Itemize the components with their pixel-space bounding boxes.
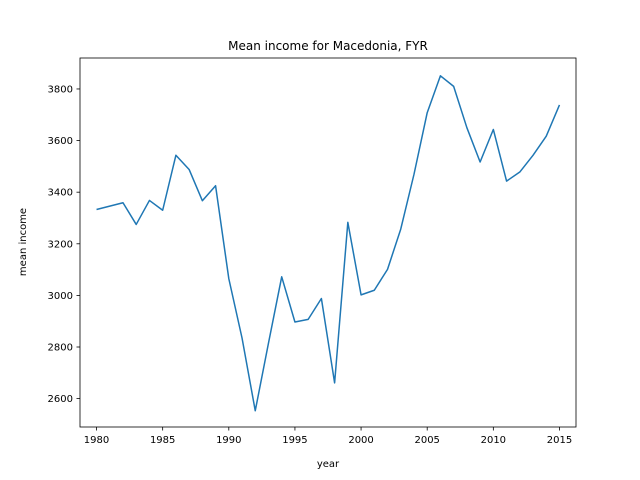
plot-area: 1980 1985 1990 1995 2000 2005 2010 2015 2600 2800… bbox=[48, 57, 577, 446]
chart-title: Mean income for Macedonia, FYR bbox=[228, 39, 428, 53]
y-tick-label-2800: 2800 bbox=[48, 343, 73, 354]
x-tick-label-1980: 1980 bbox=[84, 435, 109, 446]
y-tick-label-3200: 3200 bbox=[48, 239, 73, 250]
x-tick-label-1985: 1985 bbox=[150, 435, 175, 446]
x-tick-label-1995: 1995 bbox=[282, 435, 307, 446]
x-tick-label-2015: 2015 bbox=[547, 435, 572, 446]
y-tick-label-2600: 2600 bbox=[48, 394, 73, 405]
x-axis-label: year bbox=[317, 459, 340, 470]
x-tick-label-1990: 1990 bbox=[216, 435, 241, 446]
y-axis-label: mean income bbox=[18, 208, 29, 276]
y-tick-label-3800: 3800 bbox=[48, 84, 73, 95]
y-tick-label-3600: 3600 bbox=[48, 136, 73, 147]
plot-frame bbox=[79, 57, 577, 428]
series-line-0 bbox=[96, 75, 561, 412]
y-tick-label-3000: 3000 bbox=[48, 291, 73, 302]
x-tick-label-2010: 2010 bbox=[481, 435, 506, 446]
x-tick-label-2000: 2000 bbox=[348, 435, 373, 446]
y-tick-label-3400: 3400 bbox=[48, 188, 73, 199]
x-tick-label-2005: 2005 bbox=[414, 435, 439, 446]
